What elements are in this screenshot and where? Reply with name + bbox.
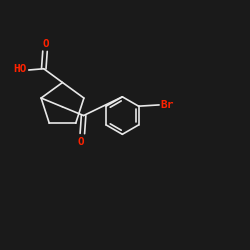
Text: HO: HO <box>13 64 27 74</box>
Text: Br: Br <box>160 100 174 110</box>
Text: O: O <box>78 136 84 146</box>
Text: O: O <box>43 39 50 49</box>
